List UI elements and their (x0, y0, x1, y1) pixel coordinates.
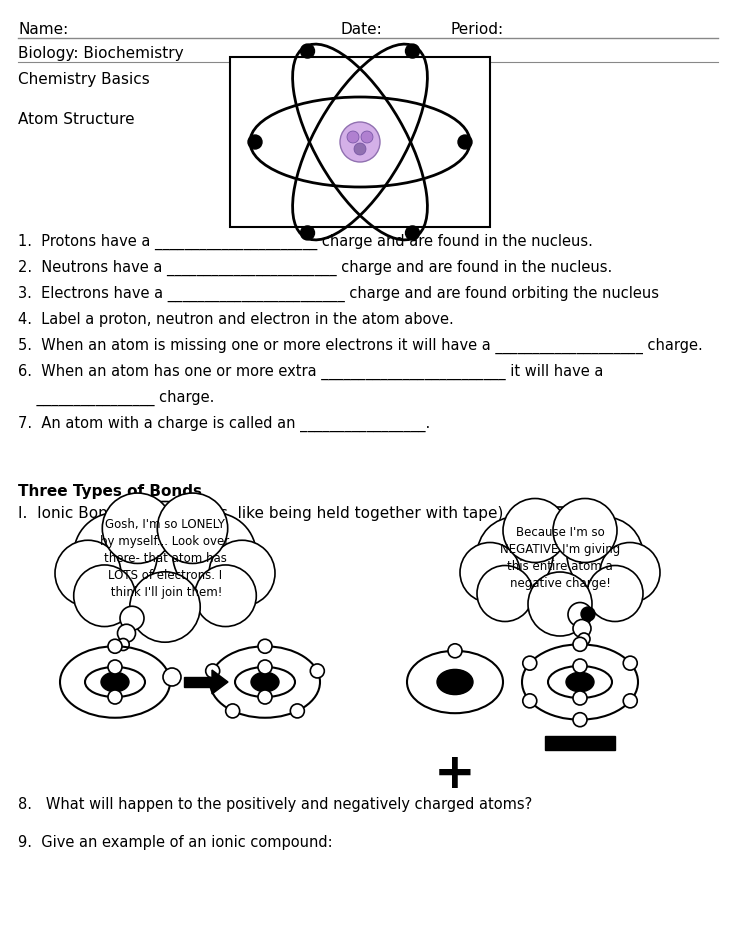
Circle shape (406, 44, 420, 58)
Text: 5.  When an atom is missing one or more electrons it will have a _______________: 5. When an atom is missing one or more e… (18, 338, 703, 354)
Text: 3.  Electrons have a ________________________ charge and are found orbiting the : 3. Electrons have a ____________________… (18, 286, 659, 302)
Circle shape (108, 660, 122, 674)
Circle shape (503, 499, 567, 563)
Circle shape (108, 639, 122, 653)
Circle shape (600, 543, 660, 603)
Circle shape (448, 644, 462, 658)
Text: 4.  Label a proton, neutron and electron in the atom above.: 4. Label a proton, neutron and electron … (18, 312, 454, 327)
Circle shape (587, 565, 643, 622)
Circle shape (406, 226, 420, 240)
Circle shape (205, 664, 219, 678)
Circle shape (163, 668, 181, 686)
Text: 9.  Give an example of an ionic compound:: 9. Give an example of an ionic compound: (18, 835, 333, 850)
Circle shape (573, 620, 591, 638)
Circle shape (458, 135, 472, 149)
Circle shape (120, 606, 144, 630)
Circle shape (505, 507, 615, 617)
Circle shape (117, 639, 130, 650)
Circle shape (300, 44, 314, 58)
Text: Date:: Date: (340, 22, 382, 37)
Text: e: e (167, 667, 173, 677)
Circle shape (347, 131, 359, 143)
Text: +: + (434, 750, 476, 798)
Polygon shape (212, 670, 228, 694)
Circle shape (158, 493, 227, 564)
Circle shape (477, 517, 553, 593)
Circle shape (523, 656, 537, 670)
Circle shape (567, 517, 643, 593)
Circle shape (578, 633, 590, 645)
Circle shape (361, 131, 373, 143)
Ellipse shape (437, 669, 473, 695)
Circle shape (354, 143, 366, 155)
Circle shape (226, 704, 240, 718)
Circle shape (258, 690, 272, 704)
Circle shape (74, 565, 135, 626)
Text: Because I'm so
NEGATIVE I'm giving
this entire atom a
negative charge!: Because I'm so NEGATIVE I'm giving this … (500, 526, 620, 590)
Text: Biology: Biochemistry: Biology: Biochemistry (18, 46, 183, 61)
Bar (545, 736, 615, 750)
Circle shape (573, 691, 587, 705)
Text: Period:: Period: (450, 22, 503, 37)
Text: Three Types of Bonds: Three Types of Bonds (18, 484, 202, 499)
Circle shape (528, 572, 592, 636)
Circle shape (477, 565, 533, 622)
Circle shape (258, 639, 272, 653)
Circle shape (623, 656, 637, 670)
Text: I.  Ionic Bonds (weak bonds, like being held together with tape): I. Ionic Bonds (weak bonds, like being h… (18, 506, 503, 521)
Circle shape (573, 659, 587, 673)
Circle shape (258, 660, 272, 674)
Circle shape (130, 572, 200, 643)
Bar (184, 677, 212, 687)
Circle shape (118, 625, 135, 643)
Circle shape (573, 713, 587, 726)
Text: 8.   What will happen to the positively and negatively charged atoms?: 8. What will happen to the positively an… (18, 797, 532, 812)
Text: 6.  When an atom has one or more extra _________________________ it will have a: 6. When an atom has one or more extra __… (18, 364, 604, 380)
Circle shape (340, 122, 380, 162)
Text: -: - (173, 664, 176, 673)
Circle shape (108, 690, 122, 704)
Circle shape (568, 603, 592, 626)
Text: Chemistry Basics: Chemistry Basics (18, 72, 149, 87)
Circle shape (195, 565, 256, 626)
Circle shape (311, 664, 325, 678)
Circle shape (105, 502, 225, 623)
Text: 7.  An atom with a charge is called an _________________.: 7. An atom with a charge is called an __… (18, 416, 431, 432)
Circle shape (573, 637, 587, 651)
Text: 1.  Protons have a ______________________ charge and are found in the nucleus.: 1. Protons have a ______________________… (18, 234, 593, 250)
Circle shape (300, 226, 314, 240)
Circle shape (55, 540, 121, 606)
Ellipse shape (251, 672, 279, 692)
Circle shape (248, 135, 262, 149)
Circle shape (74, 513, 158, 596)
Text: Atom Structure: Atom Structure (18, 112, 135, 127)
Circle shape (290, 704, 304, 718)
Bar (230, 57, 490, 227)
Circle shape (553, 499, 617, 563)
Circle shape (209, 540, 275, 606)
Ellipse shape (566, 672, 594, 692)
Circle shape (581, 607, 595, 621)
Ellipse shape (101, 672, 129, 692)
Circle shape (460, 543, 520, 603)
Text: Name:: Name: (18, 22, 68, 37)
Circle shape (523, 694, 537, 708)
Circle shape (173, 513, 256, 596)
Text: 2.  Neutrons have a _______________________ charge and are found in the nucleus.: 2. Neutrons have a _____________________… (18, 260, 612, 276)
Text: Gosh, I'm so LONELY
by myself... Look over
there- that atom has
LOTS of electron: Gosh, I'm so LONELY by myself... Look ov… (100, 518, 230, 599)
Text: ________________ charge.: ________________ charge. (18, 390, 214, 407)
Circle shape (102, 493, 173, 564)
Circle shape (623, 694, 637, 708)
